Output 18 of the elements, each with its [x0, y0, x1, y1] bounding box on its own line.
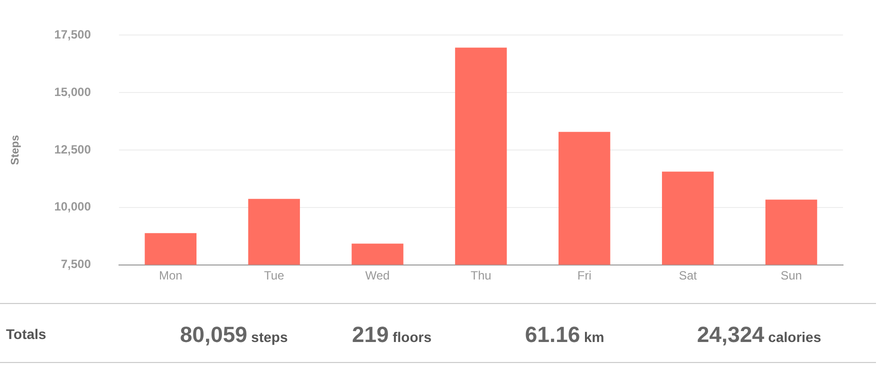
text: 61.16 km: [525, 322, 604, 347]
y-axis-title: Steps: [10, 135, 22, 165]
x-tick-label: Wed: [365, 268, 390, 282]
y-tick-label: 12,500: [54, 142, 92, 156]
x-tick-label: Thu: [470, 268, 492, 282]
x-tick-label: Sun: [780, 268, 802, 282]
text: 219 floors: [352, 322, 432, 347]
x-tick-label: Sat: [678, 268, 698, 282]
x-tick-label: Tue: [264, 268, 285, 282]
text: 24,324 calories: [697, 322, 822, 347]
y-tick-label: 17,500: [54, 28, 92, 42]
text: Totals: [6, 326, 46, 342]
y-tick-label: 7,500: [60, 257, 92, 272]
y-tick-label: 15,000: [54, 84, 92, 99]
y-tick-label: 10,000: [54, 200, 92, 214]
text: 80,059 steps: [180, 322, 288, 347]
x-tick-label: Fri: [577, 268, 592, 282]
x-tick-label: Mon: [158, 268, 182, 282]
